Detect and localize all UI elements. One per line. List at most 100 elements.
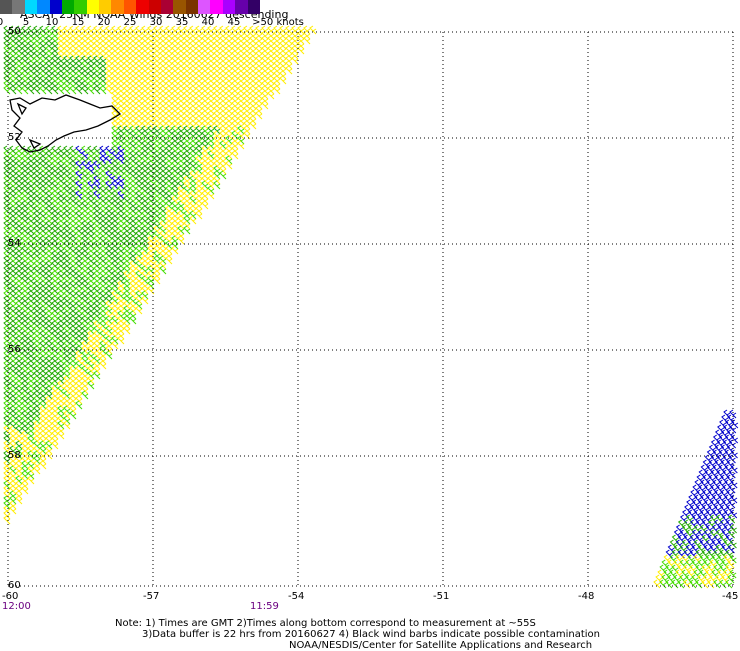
- wind-barb: [213, 130, 221, 140]
- wind-barb: [141, 125, 149, 135]
- wind-barb: [117, 155, 125, 165]
- wind-barb: [708, 444, 716, 454]
- wind-barb: [159, 105, 167, 115]
- wind-barb: [45, 185, 53, 195]
- wind-barb: [195, 85, 203, 95]
- wind-barb: [273, 55, 281, 65]
- wind-barb: [147, 30, 155, 40]
- wind-barb: [27, 80, 35, 90]
- wind-barb: [39, 440, 47, 450]
- wind-barb: [51, 60, 59, 70]
- wind-barb: [153, 130, 161, 140]
- wind-barb: [111, 115, 119, 125]
- wind-barb: [177, 100, 185, 110]
- wind-barb: [111, 65, 119, 75]
- wind-barb: [51, 240, 59, 250]
- wind-barb: [699, 539, 707, 549]
- wind-barb: [39, 380, 47, 390]
- wind-barb: [63, 35, 71, 45]
- wind-barb: [297, 35, 305, 45]
- wind-barb: [75, 285, 83, 295]
- wind-barb: [27, 370, 35, 380]
- wind-barb: [33, 310, 41, 320]
- wind-barb: [683, 579, 691, 589]
- wind-barb: [675, 539, 683, 549]
- wind-barb: [195, 200, 203, 210]
- wind-barb: [303, 35, 311, 45]
- wind-barb: [69, 190, 77, 200]
- wind-barb: [243, 45, 251, 55]
- wind-barb: [51, 255, 59, 265]
- wind-barb: [219, 90, 227, 100]
- wind-barb: [81, 335, 89, 345]
- wind-barb: [207, 90, 215, 100]
- wind-barb: [255, 85, 263, 95]
- wind-barb: [39, 355, 47, 365]
- wind-barb: [105, 190, 113, 200]
- wind-barb: [267, 35, 275, 45]
- wind-barb: [219, 65, 227, 75]
- wind-barb: [207, 110, 215, 120]
- wind-barb: [213, 100, 221, 110]
- wind-barb: [123, 220, 131, 230]
- wind-barb: [99, 215, 107, 225]
- wind-barb: [105, 255, 113, 265]
- wind-barb: [9, 455, 17, 465]
- wind-barb: [189, 40, 197, 50]
- wind-barb: [189, 105, 197, 115]
- wind-barb: [689, 534, 697, 544]
- wind-barb: [15, 155, 23, 165]
- wind-barb: [117, 45, 125, 55]
- wind-barb: [129, 250, 137, 260]
- wind-barb: [51, 395, 59, 405]
- wind-barb: [45, 375, 53, 385]
- wind-barb: [75, 205, 83, 215]
- wind-barb: [718, 434, 727, 444]
- wind-barb: [99, 350, 107, 360]
- wind-barb: [659, 564, 667, 574]
- wind-barb: [722, 454, 730, 464]
- wind-barb: [75, 155, 83, 165]
- wind-barb: [255, 90, 263, 100]
- wind-barb: [51, 410, 59, 420]
- wind-barb: [105, 290, 113, 300]
- wind-barb: [99, 200, 107, 210]
- wind-barb: [45, 175, 53, 185]
- wind-barb: [675, 554, 683, 564]
- wind-barb: [195, 115, 203, 125]
- wind-barb: [123, 255, 131, 265]
- wind-barb: [15, 465, 23, 475]
- wind-barb: [45, 285, 53, 295]
- wind-barb: [117, 305, 125, 315]
- wind-barb: [75, 215, 83, 225]
- wind-barb: [39, 50, 47, 60]
- wind-barb: [665, 579, 673, 589]
- wind-barb: [51, 285, 59, 295]
- wind-barb: [105, 185, 113, 195]
- wind-barb: [87, 240, 95, 250]
- wind-barb: [213, 85, 221, 95]
- wind-barb: [695, 534, 703, 544]
- wind-barb: [129, 235, 137, 245]
- wind-barb: [81, 200, 89, 210]
- wind-barb: [75, 55, 83, 65]
- wind-barb: [57, 35, 65, 45]
- wind-barb: [141, 145, 149, 155]
- wind-barb: [159, 165, 167, 175]
- wind-barb: [81, 310, 89, 320]
- wind-barb: [27, 295, 35, 305]
- wind-barb: [111, 70, 119, 80]
- wind-barb: [63, 180, 71, 190]
- wind-barb: [33, 85, 41, 95]
- wind-barb: [177, 190, 185, 200]
- legend-swatch: [24, 0, 38, 14]
- wind-barb: [129, 35, 137, 45]
- wind-barb: [27, 240, 35, 250]
- wind-barb: [87, 45, 95, 55]
- wind-barb: [81, 320, 89, 330]
- wind-barb: [9, 225, 17, 235]
- wind-barb: [57, 60, 65, 70]
- wind-barb: [9, 465, 17, 475]
- wind-barb: [39, 435, 47, 445]
- wind-barb: [27, 280, 35, 290]
